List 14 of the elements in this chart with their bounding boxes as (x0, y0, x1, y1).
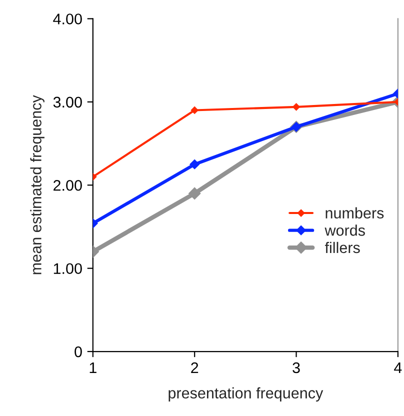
y-tick-label: 3.00 (53, 96, 82, 108)
legend-label: numbers (326, 207, 384, 219)
x-tick-label: 4 (394, 362, 402, 374)
y-axis-title: mean estimated frequency (30, 95, 44, 274)
legend-label: words (324, 224, 365, 236)
x-tick-label: 2 (191, 362, 198, 374)
y-tick-label: 4.00 (53, 14, 82, 24)
y-tick-label: 0 (74, 346, 82, 358)
y-tick-label: 2.00 (54, 180, 82, 191)
x-axis-title: presentation frequency (168, 387, 324, 402)
legend-label: fillers (324, 242, 360, 254)
x-tick-label: 1 (90, 362, 96, 374)
x-tick-label: 3 (292, 362, 300, 374)
y-tick-label: 1.00 (54, 263, 82, 274)
